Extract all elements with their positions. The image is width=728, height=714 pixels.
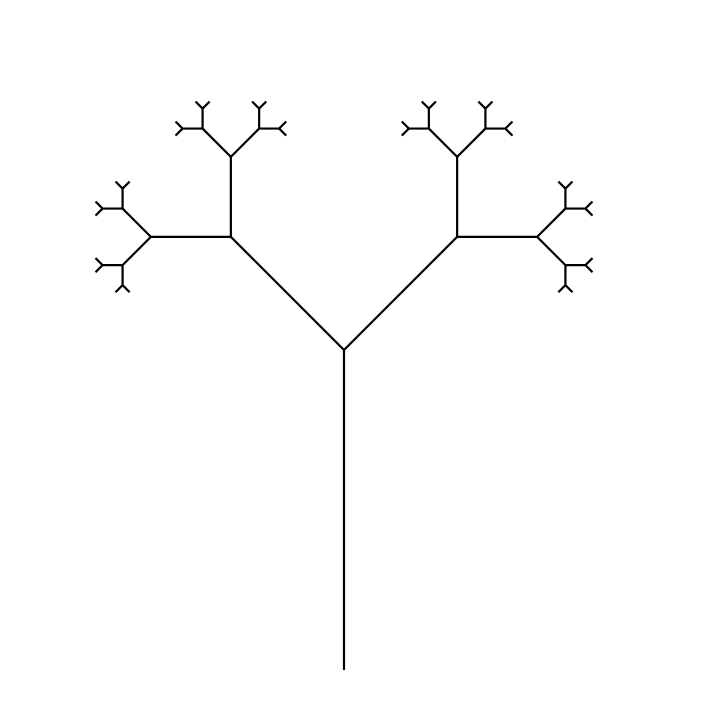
tree-branch-LRLLL xyxy=(174,127,184,137)
tree-branch-LLLRL xyxy=(94,264,104,273)
tree-branch-RLRRR xyxy=(504,127,514,137)
tree-branch-LLRRL xyxy=(114,180,124,190)
tree-branch-LLRLL xyxy=(94,207,104,217)
tree-branch-RRR xyxy=(536,236,567,266)
tree-branch-RRRRL xyxy=(564,284,574,293)
tree-branch-LRRLL xyxy=(251,100,260,110)
tree-branch-RRRRR xyxy=(557,284,567,293)
tree-branch-LRRLR xyxy=(258,100,267,110)
tree-branch-LLLRR xyxy=(94,257,104,266)
tree-branch-LRLRL xyxy=(194,100,204,110)
tree-branch-LRL xyxy=(201,127,232,158)
tree-branch-RLRLR xyxy=(484,100,494,110)
tree-branch-RRRLR xyxy=(584,264,594,273)
tree-branch-RLRRL xyxy=(504,120,514,130)
tree-branch-LLRRR xyxy=(121,180,131,190)
tree-branch-LRRRR xyxy=(278,127,287,137)
tree-branch-RRLLR xyxy=(564,180,574,190)
tree-branch-RLLRL xyxy=(421,100,430,110)
tree-branch-R xyxy=(343,236,458,351)
tree-branch-LRLLR xyxy=(174,120,184,130)
tree-branch-LLL xyxy=(121,236,152,266)
tree-branch-LRRRL xyxy=(278,120,287,130)
tree-branch-RLR xyxy=(456,127,487,158)
tree-branch-LLR xyxy=(121,207,152,238)
tree-branch-LLLLL xyxy=(121,284,131,293)
tree-branch-RRLRR xyxy=(584,207,594,217)
tree-branch-RLRLL xyxy=(477,100,487,110)
tree-branch-L xyxy=(230,236,345,351)
tree-branch-LRR xyxy=(230,127,260,158)
tree-branch-LRLRR xyxy=(201,100,211,110)
fractal-tree xyxy=(94,100,594,670)
tree-branch-LLRLR xyxy=(94,200,104,210)
tree-branch-RRL xyxy=(536,207,567,238)
tree-branch-RLL xyxy=(428,127,458,158)
tree-branch-LLLLR xyxy=(114,284,124,293)
tree-branch-RLLLR xyxy=(401,120,410,130)
tree-branch-RRLRL xyxy=(584,200,594,210)
tree-branch-RLLRR xyxy=(428,100,437,110)
tree-branch-RLLLL xyxy=(401,127,410,137)
tree-branch-RRLLL xyxy=(557,180,567,190)
tree-branch-RRRLL xyxy=(584,257,594,266)
